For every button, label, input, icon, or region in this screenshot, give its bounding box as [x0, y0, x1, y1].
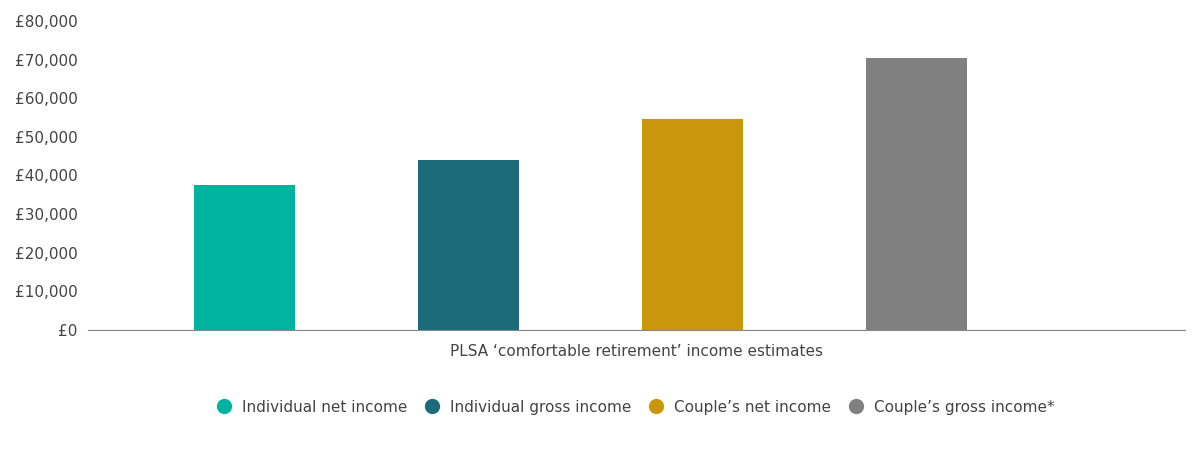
- Bar: [866, 58, 967, 330]
- Legend: Individual net income, Individual gross income, Couple’s net income, Couple’s gr: Individual net income, Individual gross …: [217, 400, 1055, 415]
- X-axis label: PLSA ‘comfortable retirement’ income estimates: PLSA ‘comfortable retirement’ income est…: [450, 344, 823, 359]
- Bar: [194, 185, 295, 330]
- Bar: [418, 160, 518, 330]
- Bar: [642, 120, 743, 330]
